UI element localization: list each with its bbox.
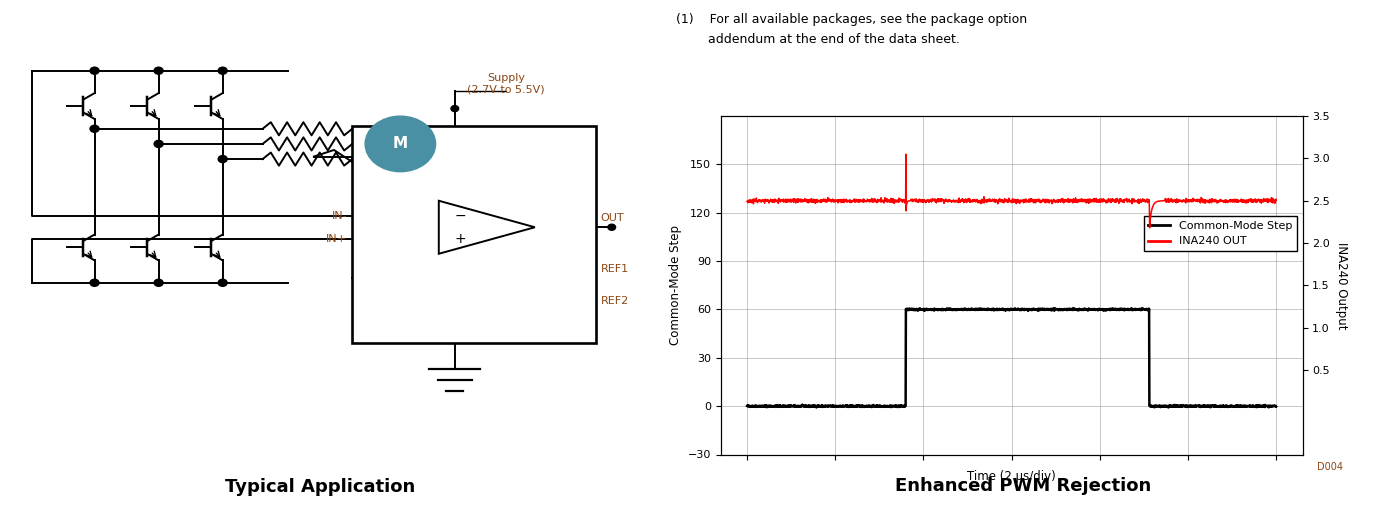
Circle shape [218,67,227,74]
Circle shape [451,106,459,112]
Text: (1)    For all available packages, see the package option: (1) For all available packages, see the … [676,13,1028,26]
Text: REF1: REF1 [601,264,629,274]
Text: +: + [455,232,466,245]
Text: IN+: IN+ [327,234,348,243]
Circle shape [90,67,99,74]
Text: Typical Application: Typical Application [225,478,416,496]
Circle shape [218,156,227,163]
Circle shape [364,116,435,172]
Text: Supply
(2.7V to 5.5V): Supply (2.7V to 5.5V) [467,73,545,94]
Circle shape [90,125,99,132]
Text: D004: D004 [1317,462,1344,472]
Y-axis label: INA240 Output: INA240 Output [1335,241,1348,329]
Text: OUT: OUT [601,213,625,223]
Polygon shape [438,200,536,254]
Circle shape [154,67,163,74]
Circle shape [154,279,163,286]
Text: IN-: IN- [331,211,348,221]
Circle shape [608,224,616,230]
Circle shape [218,279,227,286]
Circle shape [90,279,99,286]
Text: REF2: REF2 [601,296,629,307]
Text: Enhanced PWM Rejection: Enhanced PWM Rejection [894,477,1150,495]
Circle shape [154,140,163,147]
Text: addendum at the end of the data sheet.: addendum at the end of the data sheet. [676,33,960,46]
Text: M: M [392,136,408,152]
Text: −: − [455,209,466,223]
Bar [352,126,595,343]
